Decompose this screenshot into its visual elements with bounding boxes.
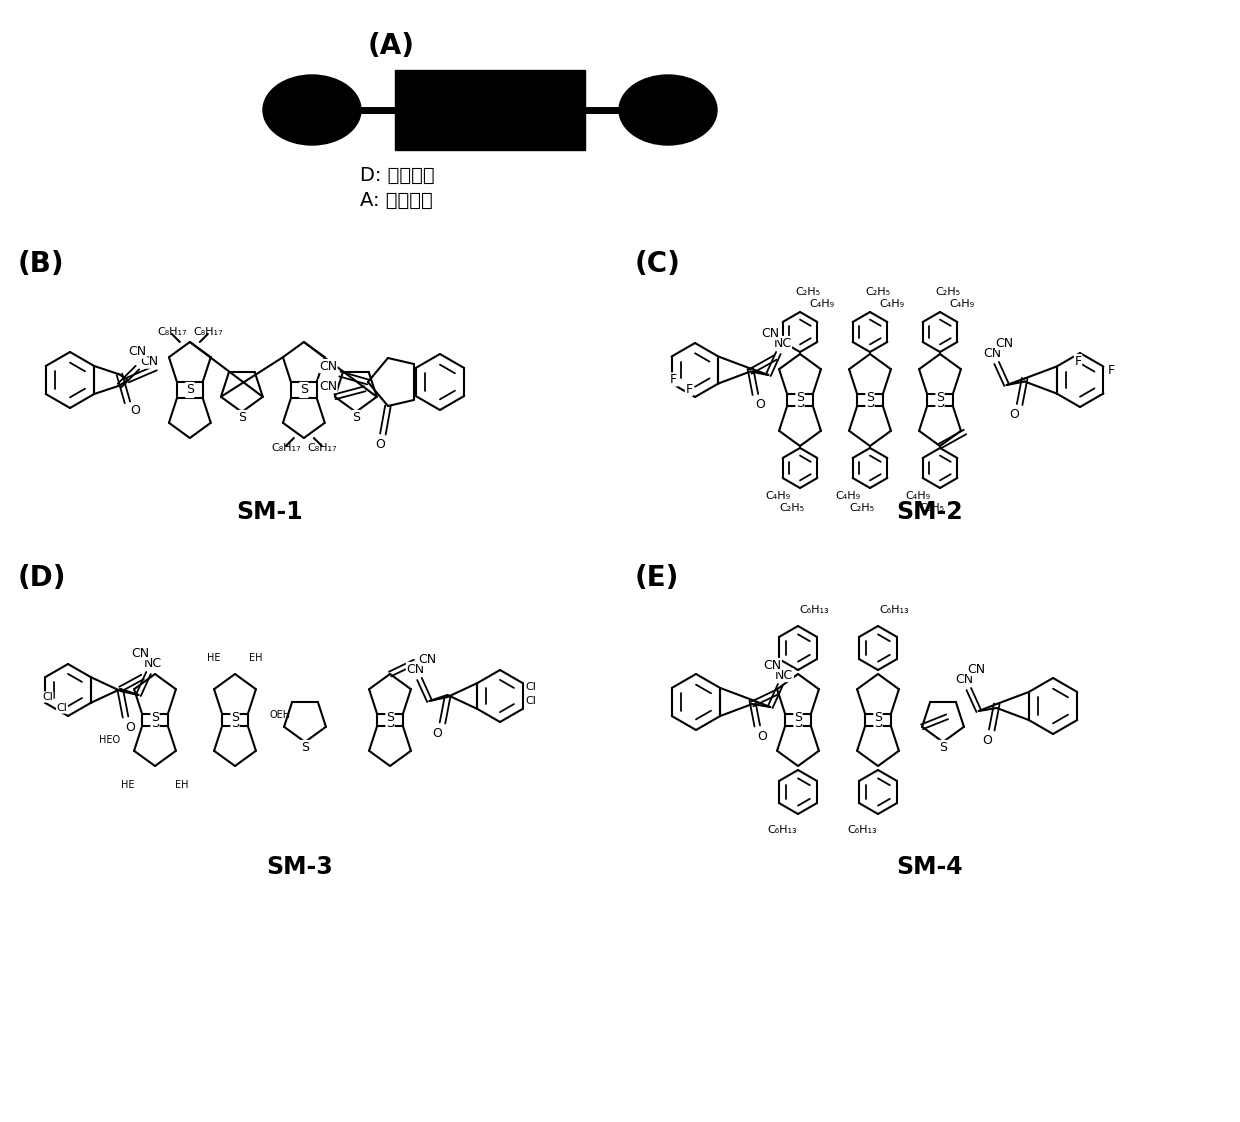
Text: O: O bbox=[758, 729, 768, 743]
Text: Cl: Cl bbox=[42, 692, 53, 702]
Text: S: S bbox=[238, 411, 246, 423]
Text: C₆H₁₃: C₆H₁₃ bbox=[847, 825, 877, 835]
Text: C₄H₉: C₄H₉ bbox=[905, 491, 930, 502]
Text: CN: CN bbox=[140, 355, 159, 368]
Text: S: S bbox=[936, 396, 944, 410]
Text: S: S bbox=[231, 710, 239, 724]
Text: S: S bbox=[936, 390, 944, 404]
Text: S: S bbox=[151, 710, 159, 724]
Text: CN: CN bbox=[956, 672, 973, 686]
Text: C₄H₉: C₄H₉ bbox=[810, 298, 835, 309]
Ellipse shape bbox=[619, 75, 717, 145]
Text: S: S bbox=[231, 717, 239, 729]
Text: C₂H₅: C₂H₅ bbox=[796, 287, 821, 297]
Text: C₈H₁₇: C₈H₁₇ bbox=[157, 327, 186, 337]
Text: (B): (B) bbox=[19, 250, 64, 278]
Text: S: S bbox=[151, 717, 159, 729]
Text: S: S bbox=[300, 385, 308, 397]
Text: CN: CN bbox=[983, 347, 1002, 359]
Text: CN: CN bbox=[129, 346, 146, 358]
Text: S: S bbox=[352, 411, 360, 423]
Text: SM-3: SM-3 bbox=[267, 855, 334, 879]
Text: CN: CN bbox=[319, 379, 337, 393]
Text: S: S bbox=[796, 390, 804, 404]
Text: F: F bbox=[686, 383, 693, 395]
Text: SM-1: SM-1 bbox=[237, 500, 304, 524]
Text: S: S bbox=[186, 383, 193, 395]
Text: D: 给体单元: D: 给体单元 bbox=[360, 166, 435, 184]
Text: S: S bbox=[866, 396, 874, 410]
Text: (C): (C) bbox=[635, 250, 681, 278]
Text: C₄H₉: C₄H₉ bbox=[879, 298, 904, 309]
Text: O: O bbox=[433, 727, 443, 739]
Text: NC: NC bbox=[775, 669, 794, 681]
Text: S: S bbox=[794, 710, 802, 724]
Text: CN: CN bbox=[763, 659, 781, 671]
Text: CN: CN bbox=[131, 646, 150, 660]
Text: F: F bbox=[670, 373, 677, 386]
Text: S: S bbox=[386, 710, 394, 724]
Text: S: S bbox=[796, 396, 804, 410]
Text: A: 受体单元: A: 受体单元 bbox=[360, 191, 433, 210]
Text: HE: HE bbox=[122, 780, 135, 790]
Text: F: F bbox=[1074, 355, 1081, 368]
Text: F: F bbox=[1107, 364, 1115, 377]
Text: O: O bbox=[755, 398, 765, 411]
Text: O: O bbox=[125, 720, 135, 734]
Text: C₂H₅: C₂H₅ bbox=[866, 287, 890, 297]
Text: C₂H₅: C₂H₅ bbox=[920, 503, 945, 513]
Text: C₄H₉: C₄H₉ bbox=[950, 298, 975, 309]
Text: S: S bbox=[866, 390, 874, 404]
Text: CN: CN bbox=[319, 359, 337, 373]
Text: C₈H₁₇: C₈H₁₇ bbox=[193, 327, 223, 337]
Text: S: S bbox=[939, 741, 947, 754]
Text: SM-4: SM-4 bbox=[897, 855, 963, 879]
Text: HE: HE bbox=[207, 653, 221, 663]
Text: S: S bbox=[301, 741, 309, 754]
Text: HEO: HEO bbox=[99, 735, 120, 745]
Text: EH: EH bbox=[249, 653, 263, 663]
Text: Cl: Cl bbox=[57, 703, 67, 712]
Text: Cl: Cl bbox=[525, 682, 536, 692]
Text: O: O bbox=[982, 734, 992, 746]
Text: CN: CN bbox=[996, 337, 1013, 349]
Text: EH: EH bbox=[175, 780, 188, 790]
Text: C₂H₅: C₂H₅ bbox=[780, 503, 805, 513]
Text: C₆H₁₃: C₆H₁₃ bbox=[879, 605, 909, 615]
Text: NC: NC bbox=[144, 656, 161, 670]
Text: CN: CN bbox=[407, 662, 424, 675]
Bar bbox=[396, 70, 585, 150]
Text: S: S bbox=[794, 717, 802, 729]
Text: S: S bbox=[874, 717, 882, 729]
Text: Cl: Cl bbox=[525, 696, 536, 706]
Text: C₄H₉: C₄H₉ bbox=[836, 491, 861, 502]
Text: S: S bbox=[386, 717, 394, 729]
Text: O: O bbox=[1009, 408, 1019, 421]
Text: O: O bbox=[130, 404, 140, 417]
Text: C₈H₁₇: C₈H₁₇ bbox=[272, 443, 300, 453]
Ellipse shape bbox=[263, 75, 361, 145]
Text: C₆H₁₃: C₆H₁₃ bbox=[800, 605, 828, 615]
Text: SM-2: SM-2 bbox=[897, 500, 963, 524]
Text: C₂H₅: C₂H₅ bbox=[935, 287, 961, 297]
Text: (A): (A) bbox=[368, 33, 415, 59]
Text: S: S bbox=[874, 710, 882, 724]
Text: (D): (D) bbox=[19, 564, 67, 592]
Text: C₄H₉: C₄H₉ bbox=[765, 491, 791, 502]
Text: CN: CN bbox=[761, 327, 780, 340]
Text: (E): (E) bbox=[635, 564, 680, 592]
Text: NC: NC bbox=[774, 337, 791, 349]
Text: CN: CN bbox=[967, 662, 986, 675]
Text: C₆H₁₃: C₆H₁₃ bbox=[768, 825, 797, 835]
Text: OEH: OEH bbox=[270, 710, 291, 720]
Text: C₈H₁₇: C₈H₁₇ bbox=[308, 443, 336, 453]
Text: S: S bbox=[186, 385, 193, 397]
Text: CN: CN bbox=[418, 653, 436, 665]
Text: S: S bbox=[300, 383, 308, 395]
Text: C₂H₅: C₂H₅ bbox=[849, 503, 874, 513]
Text: O: O bbox=[374, 438, 384, 451]
